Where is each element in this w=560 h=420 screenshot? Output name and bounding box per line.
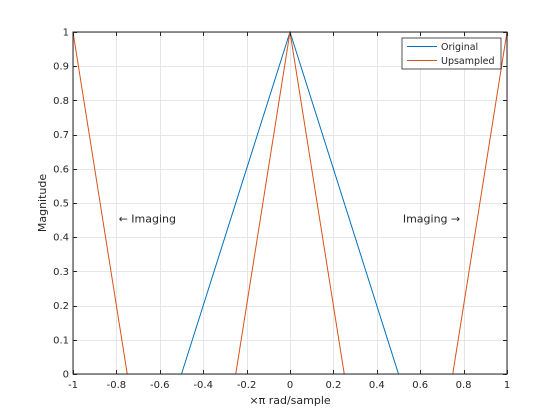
y-tick-label: 0.3 — [53, 267, 69, 278]
x-tick-label: 0.2 — [325, 380, 341, 391]
legend: Original Upsampled — [401, 37, 502, 70]
annotation-imaging: ← Imaging — [119, 212, 176, 225]
x-tick-label: -0.6 — [150, 380, 170, 391]
y-tick-label: 0.1 — [53, 335, 69, 346]
annotations: ← Imaging Imaging → — [119, 212, 461, 225]
x-tick-label: -0.2 — [237, 380, 257, 391]
tick-labels: -1 -0.8 -0.6 -0.4 -0.2 0 0.2 0.4 0.6 0.8 1 0 0.1 0.2 0… — [53, 28, 510, 392]
y-tick-label: 0 — [63, 370, 69, 381]
y-tick-label: 0.6 — [53, 164, 69, 175]
y-tick-label: 0.7 — [53, 130, 69, 141]
x-tick-label: -1 — [68, 380, 78, 391]
y-tick-label: 1 — [63, 28, 69, 39]
y-tick-label: 0.8 — [53, 96, 69, 107]
x-tick-label: 0.6 — [412, 380, 428, 391]
x-tick-label: 0 — [287, 380, 293, 391]
ticks — [73, 32, 508, 375]
x-tick-label: 0.4 — [369, 380, 385, 391]
legend-box — [401, 37, 502, 70]
y-tick-label: 0.4 — [53, 233, 69, 244]
annotation-imaging: Imaging → — [403, 212, 460, 225]
y-tick-label: 0.2 — [53, 301, 69, 312]
x-tick-label: -0.4 — [193, 380, 213, 391]
legend-label-upsampled: Upsampled — [441, 56, 495, 67]
legend-label-original: Original — [441, 42, 478, 53]
y-tick-label: 0.5 — [53, 199, 69, 210]
x-tick-label: -0.8 — [107, 380, 127, 391]
x-tick-label: 1 — [504, 380, 510, 391]
y-tick-label: 0.9 — [53, 62, 69, 73]
x-tick-label: 0.8 — [456, 380, 472, 391]
y-axis-label: Magnitude — [36, 174, 49, 233]
x-axis-label: ×π rad/sample — [249, 394, 331, 407]
